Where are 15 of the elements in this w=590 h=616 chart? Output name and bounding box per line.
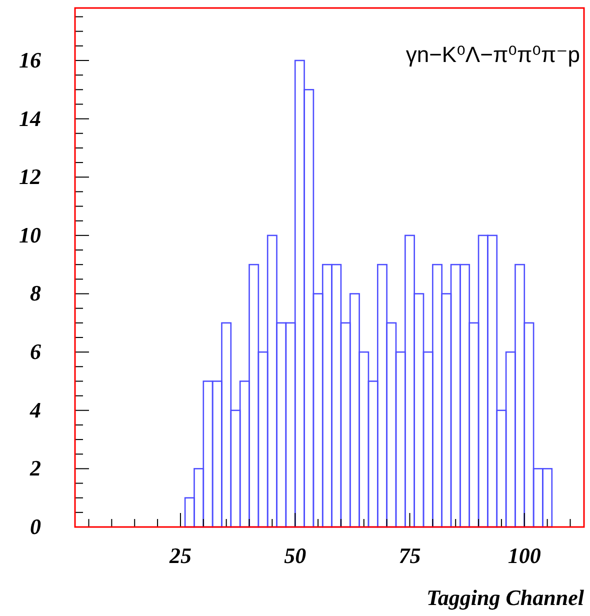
annotation: γn−K⁰Λ−π⁰π⁰π⁻p <box>406 42 580 67</box>
y-tick-label: 2 <box>29 456 41 481</box>
y-tick-label: 8 <box>30 280 41 306</box>
x-tick-label: 25 <box>168 543 192 568</box>
y-tick-label: 6 <box>30 339 41 364</box>
y-tick-label: 10 <box>19 222 41 248</box>
y-tick-label: 12 <box>19 164 41 190</box>
x-tick-label: 100 <box>508 543 541 568</box>
x-tick-label: 50 <box>284 543 306 568</box>
x-tick-label: 75 <box>398 543 421 568</box>
y-tick-label: 0 <box>30 514 41 539</box>
x-axis-title: Tagging Channel <box>426 585 585 610</box>
y-tick-label: 14 <box>19 106 41 131</box>
y-tick-label: 4 <box>29 397 41 422</box>
y-tick-label: 16 <box>19 47 41 72</box>
